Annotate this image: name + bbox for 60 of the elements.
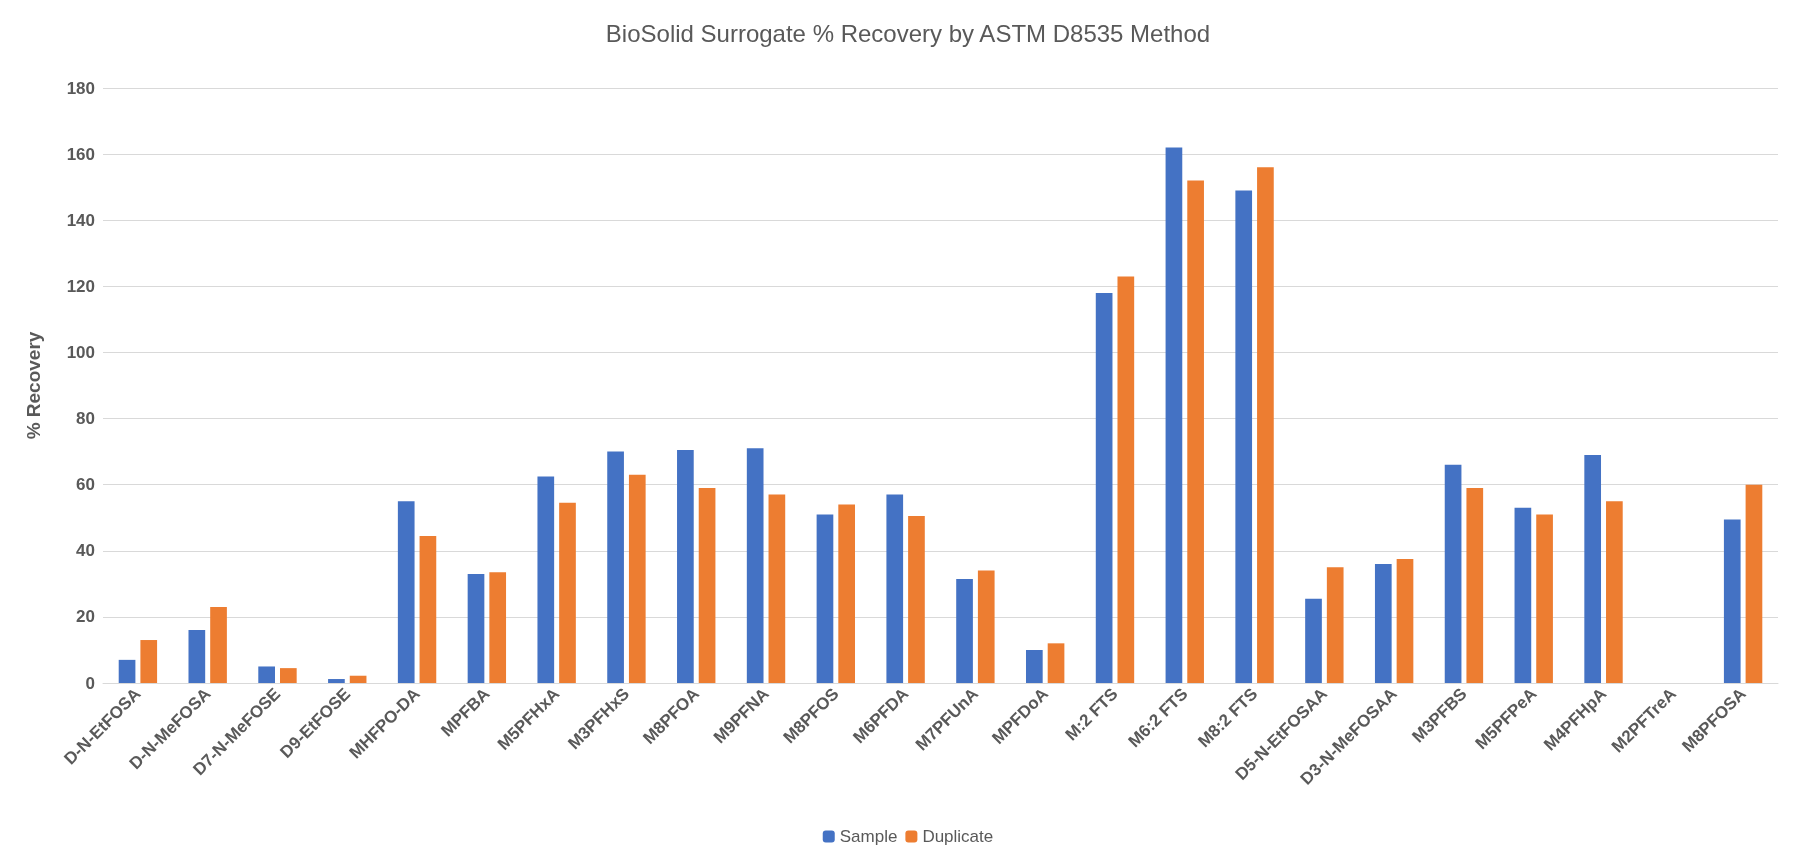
bar (397, 501, 415, 683)
bar (1466, 487, 1484, 683)
y-tick-label: 20 (76, 607, 95, 627)
bar (467, 573, 485, 683)
y-tick-label: 40 (76, 541, 95, 561)
bar (1606, 501, 1623, 683)
y-axis-title: % Recovery (23, 331, 44, 440)
bar (977, 570, 995, 683)
bar (1095, 292, 1113, 683)
legend-label: Duplicate (922, 827, 994, 846)
y-tick-label: 60 (76, 475, 95, 495)
bar (1117, 276, 1135, 683)
y-tick-label: 120 (66, 276, 95, 296)
bar (489, 572, 507, 683)
bar (1047, 643, 1065, 683)
bar (1584, 454, 1602, 683)
bar (140, 640, 158, 683)
bar (349, 675, 367, 683)
chart-title: BioSolid Surrogate % Recovery by ASTM D8535 Method (605, 19, 1211, 47)
bar (419, 535, 437, 683)
bar (1374, 564, 1392, 683)
y-tick-label: 140 (66, 210, 95, 230)
bar (1187, 180, 1204, 683)
bar (1257, 167, 1274, 683)
y-tick-label: 160 (66, 144, 95, 164)
legend-label: Sample (839, 827, 898, 846)
bar (677, 449, 694, 683)
bar (1326, 567, 1344, 683)
bar (1745, 484, 1763, 683)
bar (1723, 519, 1741, 683)
bar (210, 606, 227, 683)
bar (279, 668, 297, 683)
bar (1444, 464, 1462, 683)
bar (1025, 649, 1043, 683)
bar (328, 679, 345, 683)
bar (838, 504, 856, 683)
bar (537, 476, 555, 683)
bar (1536, 514, 1553, 683)
bar (559, 502, 576, 683)
bar (1514, 507, 1532, 683)
y-tick-label: 0 (85, 673, 95, 693)
y-tick-label: 80 (76, 409, 95, 429)
bar (698, 487, 716, 683)
bar (188, 630, 206, 683)
bar (1165, 147, 1183, 683)
bar (768, 494, 786, 683)
bar (908, 516, 925, 683)
bar (1305, 598, 1322, 683)
bar (258, 666, 275, 683)
bar (1396, 559, 1414, 683)
bar (956, 578, 973, 683)
bar (118, 659, 136, 683)
bar (816, 514, 834, 683)
bar (1235, 190, 1253, 683)
bar (607, 451, 624, 683)
y-tick-label: 100 (66, 342, 95, 362)
y-tick-label: 180 (66, 78, 95, 98)
bar (886, 494, 904, 683)
bar (628, 474, 646, 683)
bar (746, 448, 764, 683)
